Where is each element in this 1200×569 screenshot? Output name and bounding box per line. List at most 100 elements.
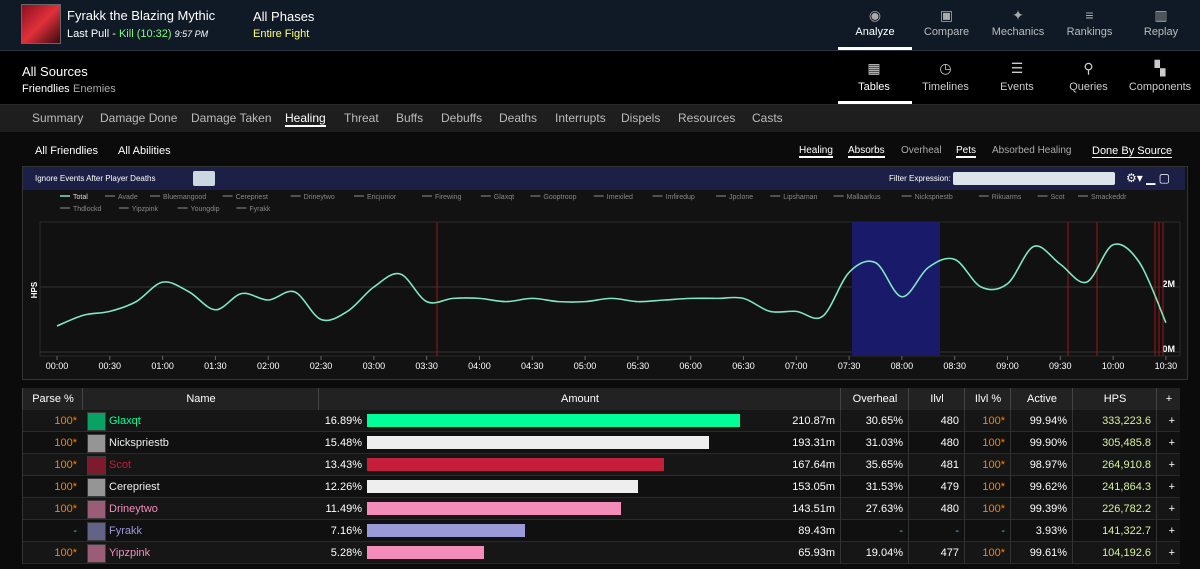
toggle-box[interactable] — [193, 171, 215, 186]
column-header[interactable]: Name — [82, 388, 319, 410]
nav-item[interactable]: Analyze — [855, 26, 895, 38]
filter[interactable]: All Abilities — [118, 145, 171, 157]
x-tick-label: 01:30 — [204, 361, 227, 371]
tab[interactable]: Threat — [344, 111, 379, 125]
player-name[interactable]: Drineytwo — [109, 503, 158, 515]
cell-add[interactable]: + — [1156, 410, 1181, 432]
tab[interactable]: Casts — [752, 111, 783, 125]
tab[interactable]: Healing — [285, 111, 326, 127]
tab[interactable]: Damage Done — [100, 111, 178, 125]
cell-ilvl: 480 — [908, 410, 965, 432]
view-item[interactable]: Tables — [858, 81, 890, 93]
cell-add[interactable]: + — [1156, 476, 1181, 498]
column-header[interactable]: Parse % — [22, 388, 83, 410]
tab[interactable]: Debuffs — [441, 111, 483, 125]
friendlies[interactable]: Friendlies — [22, 83, 70, 95]
amount-label: 167.64m — [792, 459, 835, 471]
tab[interactable]: Damage Taken — [191, 111, 272, 125]
player-name[interactable]: Cerepriest — [109, 481, 160, 493]
cell-add[interactable]: + — [1156, 432, 1181, 454]
done-by[interactable]: Done By Source — [1092, 145, 1173, 158]
cell-add[interactable]: + — [1156, 520, 1181, 542]
x-tick-label: 02:30 — [310, 361, 333, 371]
cell-ilvl: 481 — [908, 454, 965, 476]
cell-overheal: 30.65% — [840, 410, 909, 432]
class-icon — [87, 500, 106, 519]
player-name[interactable]: Glaxqt — [109, 415, 141, 427]
class-icon — [87, 412, 106, 431]
tab[interactable]: Dispels — [621, 111, 661, 125]
nav-icon: ▣ — [939, 7, 954, 23]
x-tick-label: 06:30 — [732, 361, 755, 371]
tab[interactable]: Deaths — [499, 111, 538, 125]
amount-bar — [367, 414, 741, 427]
cell-active: 99.39% — [1010, 498, 1073, 520]
column-header[interactable]: Ilvl % — [964, 388, 1011, 410]
player-name[interactable]: Nickspriestb — [109, 437, 169, 449]
tab[interactable]: Interrupts — [555, 111, 606, 125]
chart-toolbar — [23, 167, 1185, 190]
tab[interactable]: Resources — [678, 111, 736, 125]
cell-parse: 100* — [22, 432, 83, 454]
cell-active: 98.97% — [1010, 454, 1073, 476]
nav-item[interactable]: Rankings — [1066, 26, 1113, 38]
x-tick-label: 05:30 — [627, 361, 650, 371]
toggle[interactable]: Healing — [799, 145, 833, 158]
amount-bar — [367, 436, 710, 449]
table-header-bg — [22, 388, 1180, 410]
column-header[interactable]: + — [1156, 388, 1181, 410]
column-header[interactable]: Ilvl — [908, 388, 965, 410]
cell-add[interactable]: + — [1156, 498, 1181, 520]
cell-ilvl-pct: 100* — [964, 454, 1011, 476]
boss-name[interactable]: Fyrakk the Blazing Mythic — [67, 8, 216, 23]
amount-bar — [367, 524, 526, 537]
player-name[interactable]: Fyrakk — [109, 525, 142, 537]
sources-title[interactable]: All Sources — [22, 64, 88, 79]
nav-item[interactable]: Replay — [1143, 26, 1179, 38]
cell-parse: 100* — [22, 454, 83, 476]
pull-info[interactable]: Last Pull - Kill (10:32) 9:57 PM — [67, 28, 208, 40]
enemies[interactable]: Enemies — [73, 83, 116, 95]
chart-controls[interactable]: ⚙▾ ▁ ▢ — [1126, 171, 1171, 185]
phases[interactable]: All Phases — [253, 9, 315, 24]
share-label: 11.49% — [325, 503, 363, 515]
toggle[interactable]: Overheal — [901, 145, 942, 156]
x-tick-label: 09:30 — [1049, 361, 1072, 371]
nav-item[interactable]: Compare — [923, 26, 970, 38]
share-label: 16.89% — [324, 415, 362, 427]
column-header[interactable]: Overheal — [840, 388, 909, 410]
cell-add[interactable]: + — [1156, 542, 1181, 564]
cell-active: 99.90% — [1010, 432, 1073, 454]
filter[interactable]: All Friendlies — [35, 145, 98, 157]
cell-overheal: 27.63% — [840, 498, 909, 520]
plot-area — [39, 221, 1181, 357]
legend-entry: Cerepriest — [236, 194, 268, 201]
player-name[interactable]: Scot — [109, 459, 132, 471]
toggle[interactable]: Absorbs — [848, 145, 885, 158]
toggle[interactable]: Absorbed Healing — [992, 145, 1072, 156]
x-tick-label: 04:00 — [468, 361, 491, 371]
filter-input[interactable] — [953, 172, 1115, 185]
nav-item[interactable]: Mechanics — [991, 26, 1045, 38]
view-icon: ◷ — [939, 60, 952, 76]
cell-hps: 104,192.6 — [1072, 542, 1157, 564]
ignore-deaths[interactable]: Ignore Events After Player Deaths — [35, 174, 156, 183]
column-header[interactable]: HPS — [1072, 388, 1157, 410]
class-icon — [87, 544, 106, 563]
legend-entry: Youngdip — [191, 206, 220, 213]
amount-bar — [367, 480, 638, 493]
view-item[interactable]: Queries — [1069, 81, 1108, 93]
cell-active: 99.61% — [1010, 542, 1073, 564]
tab[interactable]: Summary — [32, 111, 84, 125]
view-item[interactable]: Components — [1128, 81, 1192, 93]
cell-add[interactable]: + — [1156, 454, 1181, 476]
column-header[interactable]: Active — [1010, 388, 1073, 410]
view-item[interactable]: Events — [1000, 81, 1034, 93]
player-name[interactable]: Yipzpink — [109, 547, 151, 559]
view-item[interactable]: Timelines — [922, 81, 969, 93]
tab[interactable]: Buffs — [396, 111, 424, 125]
toggle[interactable]: Pets — [956, 145, 977, 158]
cell-hps: 141,322.7 — [1072, 520, 1157, 542]
column-header[interactable]: Amount — [318, 388, 841, 410]
